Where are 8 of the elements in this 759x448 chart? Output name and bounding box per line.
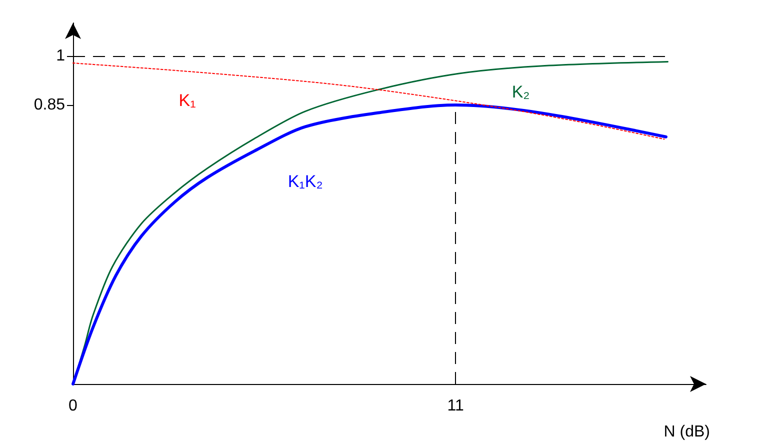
text: K₁K₂ [288,172,323,192]
y-tick-label: 0.85 [34,96,66,114]
series-label: K₁ [178,91,196,110]
x-tick-label: 11 [447,398,464,414]
x-tick-label: 0 [68,398,78,414]
y-tick-label: 1 [56,47,66,64]
x-axis-title: N (dB) [664,424,710,440]
series-label: K₂ [512,82,530,102]
